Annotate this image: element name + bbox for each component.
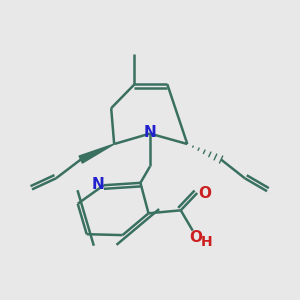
Text: H: H — [200, 235, 212, 249]
Text: N: N — [144, 125, 156, 140]
Polygon shape — [79, 144, 114, 163]
Text: O: O — [198, 185, 212, 200]
Text: O: O — [189, 230, 202, 245]
Text: N: N — [92, 177, 105, 192]
